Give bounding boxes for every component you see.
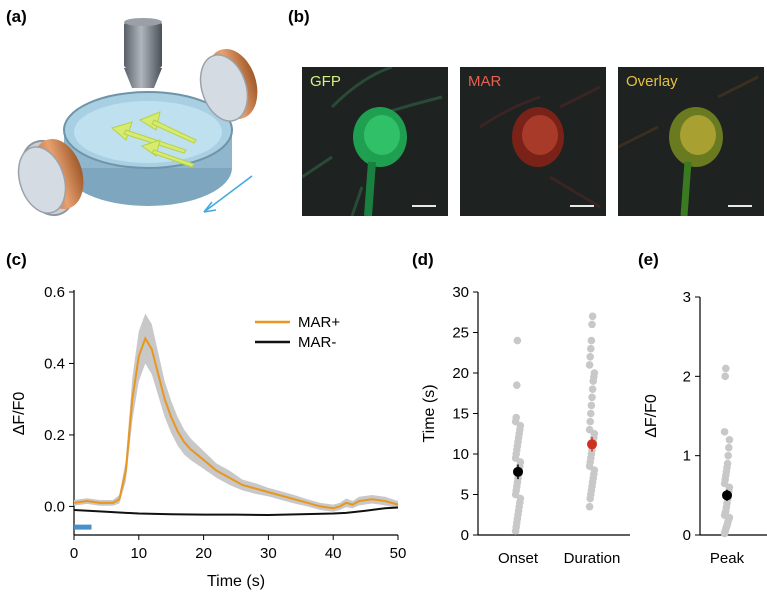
mean-marker (722, 490, 732, 501)
micrograph-label: GFP (310, 73, 341, 90)
mean-marker (587, 439, 597, 450)
legend-label: MAR+ (298, 314, 340, 331)
series-line (73, 336, 399, 510)
y-tick-label: 10 (452, 446, 469, 463)
data-point (588, 385, 597, 394)
data-point (587, 336, 596, 345)
data-point (585, 502, 594, 511)
data-point (513, 336, 522, 345)
time-scatter-chart: 0 5 10 15 20 25 30 Time (s) Onset Duration (421, 284, 630, 567)
data-point (725, 436, 734, 444)
category-label: Duration (564, 550, 621, 567)
data-point (585, 361, 594, 369)
trace-chart: 0.0 0.2 0.4 0.6 0 10 20 30 40 50 Time (s) ΔF/F0 MAR+… (11, 284, 406, 590)
y-axis-title: ΔF/F0 (643, 394, 660, 438)
x-tick-label: 40 (325, 545, 342, 562)
panel-b-label: (b) (288, 7, 310, 26)
gfp-micrograph: GFP (302, 67, 448, 216)
x-axis-title: Time (s) (207, 573, 265, 590)
y-axis-title: ΔF/F0 (11, 392, 28, 436)
panel-a-label: (a) (6, 7, 27, 26)
micrograph-label: Overlay (626, 73, 678, 90)
data-point (512, 413, 520, 422)
peak-scatter-chart: 0 1 2 3 ΔF/F0 Peak (643, 289, 767, 567)
data-point (725, 443, 733, 452)
x-tick-label: 20 (195, 545, 212, 562)
category-label: Onset (498, 550, 539, 567)
data-point (588, 320, 596, 329)
panel-e-label: (e) (638, 250, 659, 269)
data-point (586, 353, 594, 361)
panel-c-label: (c) (6, 250, 27, 269)
data-point (590, 369, 599, 377)
y-tick-label: 0.6 (44, 284, 65, 301)
field-arrow-icon (203, 175, 253, 213)
panel-d-label: (d) (412, 250, 434, 269)
data-point (588, 312, 597, 321)
y-tick-label: 15 (452, 406, 469, 423)
x-tick-label: 10 (130, 545, 147, 562)
x-tick-label: 0 (70, 545, 78, 562)
data-point (587, 401, 596, 410)
setup-illustration (17, 18, 258, 217)
y-axis-title: Time (s) (421, 384, 438, 442)
y-tick-label: 0.2 (44, 427, 65, 444)
data-point (588, 393, 596, 402)
data-point (585, 425, 594, 434)
data-point (513, 381, 521, 389)
overlay-micrograph: Overlay (618, 67, 764, 216)
data-point (586, 417, 594, 426)
data-point (587, 344, 595, 353)
data-point (721, 372, 729, 381)
y-tick-label: 20 (452, 365, 469, 382)
data-point (722, 364, 730, 373)
data-point (720, 428, 729, 436)
mean-marker (513, 466, 523, 477)
mar-micrograph: MAR (460, 67, 606, 216)
micrograph-label: MAR (468, 73, 502, 90)
y-tick-label: 0 (461, 527, 469, 544)
left-coil-icon (17, 138, 84, 217)
objective-lens-icon (124, 18, 162, 88)
y-tick-label: 2 (683, 368, 691, 385)
x-tick-label: 50 (390, 545, 407, 562)
y-tick-label: 0.4 (44, 355, 65, 372)
y-tick-label: 0 (683, 527, 691, 544)
data-point (724, 451, 732, 460)
y-tick-label: 5 (461, 487, 469, 504)
category-label: Peak (710, 550, 745, 567)
y-tick-label: 1 (683, 448, 691, 465)
legend-label: MAR- (298, 334, 336, 351)
right-coil-icon (199, 48, 258, 122)
y-tick-label: 30 (452, 284, 469, 301)
neuron-icon (110, 111, 197, 168)
y-tick-label: 0.0 (44, 498, 65, 515)
series-line (73, 506, 399, 516)
data-point (723, 459, 732, 468)
data-point (587, 409, 595, 418)
scale-bar (412, 205, 436, 207)
scale-bar (728, 205, 752, 207)
x-tick-label: 30 (260, 545, 277, 562)
y-tick-label: 3 (683, 289, 691, 306)
y-tick-label: 25 (452, 325, 469, 342)
scale-bar (570, 205, 594, 207)
